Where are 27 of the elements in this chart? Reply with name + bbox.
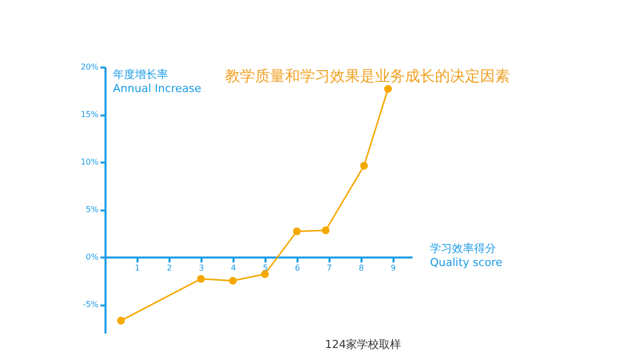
y-tick-label: -5% — [82, 300, 99, 309]
text: 124家学校取样 — [325, 338, 401, 351]
x-tick-label: 9 — [390, 264, 396, 272]
x-tick-label: 8 — [358, 264, 364, 272]
y-tick-label: 10% — [80, 158, 99, 166]
y-tick-label: 15% — [80, 110, 99, 119]
point — [322, 226, 330, 234]
x-tick-label: 7 — [326, 264, 332, 272]
x-tick-label: 2 — [166, 264, 172, 272]
x-axis-title: 学习效率得分 Quality score — [430, 242, 503, 269]
point — [117, 316, 125, 325]
chart-title: 教学质量和学习效果是业务成长的决定因素 — [225, 67, 510, 85]
point — [384, 84, 392, 93]
y-tick-label: 20% — [80, 62, 99, 72]
y-tick-label: 5% — [86, 205, 99, 214]
point — [360, 162, 368, 170]
x-tick-label: 6 — [294, 264, 300, 272]
x-tick-label: 1 — [134, 264, 140, 272]
x-tick-label: 5 — [262, 264, 268, 272]
point — [293, 227, 301, 236]
y-tick-label: 0% — [86, 252, 99, 262]
x-tick-label: 4 — [230, 264, 236, 272]
point — [197, 274, 205, 283]
point — [261, 270, 269, 278]
x-tick-label: 3 — [198, 264, 204, 272]
y-axis-title: 年度增长率 Annual Increase — [113, 68, 202, 95]
point — [229, 276, 237, 285]
